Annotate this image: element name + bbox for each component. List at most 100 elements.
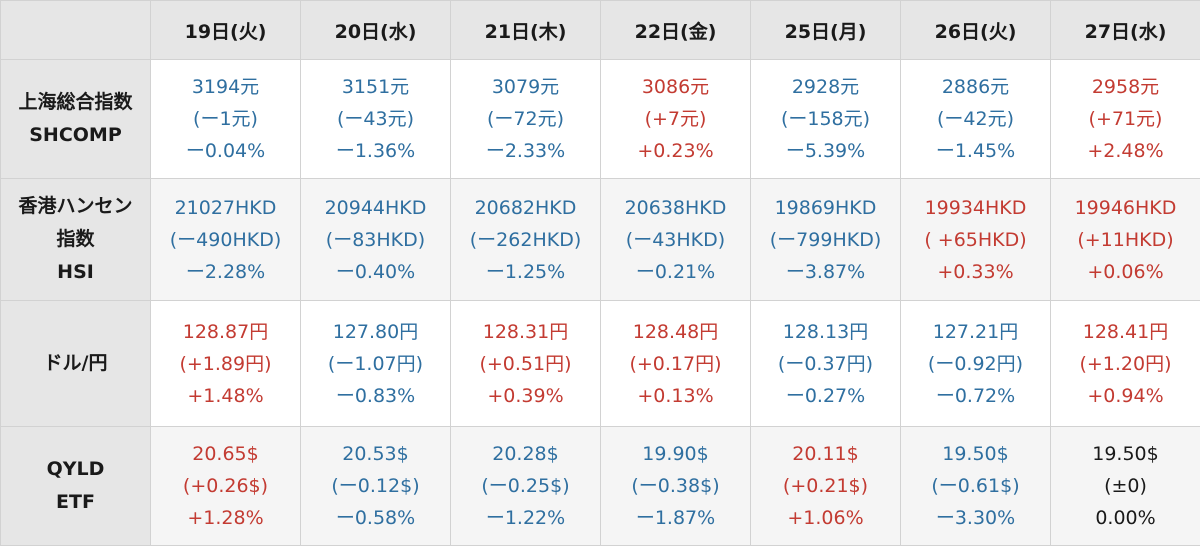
price-value: 2928元 bbox=[751, 71, 900, 103]
price-value: 19.50$ bbox=[901, 438, 1050, 470]
price-change: (ー490HKD) bbox=[151, 224, 300, 256]
price-change: (ー158元) bbox=[751, 103, 900, 135]
price-change-percent: ー2.33% bbox=[451, 135, 600, 167]
price-cell: 3079元(ー72元)ー2.33% bbox=[451, 60, 601, 179]
price-value: 20.53$ bbox=[301, 438, 450, 470]
price-cell: 127.80円(ー1.07円)ー0.83% bbox=[301, 301, 451, 427]
day-header: 22日(金) bbox=[601, 1, 751, 60]
price-change-percent: ー2.28% bbox=[151, 256, 300, 288]
price-change: (+11HKD) bbox=[1051, 224, 1200, 256]
price-cell: 19934HKD( +65HKD)+0.33% bbox=[901, 179, 1051, 301]
price-value: 2958元 bbox=[1051, 71, 1200, 103]
price-value: 21027HKD bbox=[151, 192, 300, 224]
price-change: (ー0.25$) bbox=[451, 470, 600, 502]
price-change: (ー262HKD) bbox=[451, 224, 600, 256]
price-cell: 128.13円(ー0.37円)ー0.27% bbox=[751, 301, 901, 427]
price-change: (ー0.37円) bbox=[751, 348, 900, 380]
day-header: 19日(火) bbox=[151, 1, 301, 60]
price-value: 128.48円 bbox=[601, 316, 750, 348]
corner-cell bbox=[1, 1, 151, 60]
row-label: 上海総合指数 SHCOMP bbox=[1, 60, 151, 179]
price-change: (ー83HKD) bbox=[301, 224, 450, 256]
price-value: 128.13円 bbox=[751, 316, 900, 348]
price-value: 3151元 bbox=[301, 71, 450, 103]
row-label-line: 香港ハンセン bbox=[1, 190, 150, 223]
price-cell: 20944HKD(ー83HKD)ー0.40% bbox=[301, 179, 451, 301]
row-label-line: QYLD bbox=[1, 453, 150, 486]
price-cell: 20.28$(ー0.25$)ー1.22% bbox=[451, 427, 601, 546]
row-label-line: ドル/円 bbox=[1, 347, 150, 380]
price-cell: 19946HKD(+11HKD)+0.06% bbox=[1051, 179, 1200, 301]
price-change-percent: ー0.21% bbox=[601, 256, 750, 288]
price-change-percent: ー0.40% bbox=[301, 256, 450, 288]
day-header: 21日(木) bbox=[451, 1, 601, 60]
price-change: (ー1.07円) bbox=[301, 348, 450, 380]
price-cell: 19.90$(ー0.38$)ー1.87% bbox=[601, 427, 751, 546]
price-change-percent: ー1.22% bbox=[451, 502, 600, 534]
price-change-percent: ー0.83% bbox=[301, 380, 450, 412]
row-shcomp: 上海総合指数 SHCOMP 3194元(ー1元)ー0.04% 3151元(ー43… bbox=[1, 60, 1200, 179]
price-value: 128.41円 bbox=[1051, 316, 1200, 348]
price-change-percent: ー1.36% bbox=[301, 135, 450, 167]
price-change: (+0.51円) bbox=[451, 348, 600, 380]
price-change: (ー43HKD) bbox=[601, 224, 750, 256]
price-value: 127.21円 bbox=[901, 316, 1050, 348]
price-change-percent: +1.48% bbox=[151, 380, 300, 412]
price-value: 19869HKD bbox=[751, 192, 900, 224]
price-change: (ー43元) bbox=[301, 103, 450, 135]
price-change-percent: ー1.45% bbox=[901, 135, 1050, 167]
price-cell: 20.11$(+0.21$)+1.06% bbox=[751, 427, 901, 546]
price-cell: 20.53$(ー0.12$)ー0.58% bbox=[301, 427, 451, 546]
price-change-percent: +0.23% bbox=[601, 135, 750, 167]
price-value: 2886元 bbox=[901, 71, 1050, 103]
price-cell: 2928元(ー158元)ー5.39% bbox=[751, 60, 901, 179]
price-change: (ー0.38$) bbox=[601, 470, 750, 502]
price-change-percent: ー3.87% bbox=[751, 256, 900, 288]
price-change: (ー0.92円) bbox=[901, 348, 1050, 380]
day-header: 25日(月) bbox=[751, 1, 901, 60]
row-label: 香港ハンセン 指数 HSI bbox=[1, 179, 151, 301]
price-change: (ー799HKD) bbox=[751, 224, 900, 256]
price-change-percent: ー0.58% bbox=[301, 502, 450, 534]
price-change: (ー42元) bbox=[901, 103, 1050, 135]
price-value: 19934HKD bbox=[901, 192, 1050, 224]
price-change: (+1.20円) bbox=[1051, 348, 1200, 380]
price-value: 3086元 bbox=[601, 71, 750, 103]
price-value: 3194元 bbox=[151, 71, 300, 103]
price-cell: 128.87円(+1.89円)+1.48% bbox=[151, 301, 301, 427]
price-value: 3079元 bbox=[451, 71, 600, 103]
price-change-percent: ー3.30% bbox=[901, 502, 1050, 534]
price-cell: 20638HKD(ー43HKD)ー0.21% bbox=[601, 179, 751, 301]
price-change: (±0) bbox=[1051, 470, 1200, 502]
price-cell: 19.50$(ー0.61$)ー3.30% bbox=[901, 427, 1051, 546]
price-change: (ー0.12$) bbox=[301, 470, 450, 502]
price-change-percent: ー5.39% bbox=[751, 135, 900, 167]
price-value: 20.65$ bbox=[151, 438, 300, 470]
price-cell: 20682HKD(ー262HKD)ー1.25% bbox=[451, 179, 601, 301]
price-change-percent: +1.06% bbox=[751, 502, 900, 534]
price-change-percent: +0.13% bbox=[601, 380, 750, 412]
price-value: 19946HKD bbox=[1051, 192, 1200, 224]
price-change-percent: ー1.87% bbox=[601, 502, 750, 534]
price-value: 20682HKD bbox=[451, 192, 600, 224]
price-change-percent: ー0.27% bbox=[751, 380, 900, 412]
price-cell: 127.21円(ー0.92円)ー0.72% bbox=[901, 301, 1051, 427]
row-usdjpy: ドル/円 128.87円(+1.89円)+1.48% 127.80円(ー1.07… bbox=[1, 301, 1200, 427]
price-cell: 19869HKD(ー799HKD)ー3.87% bbox=[751, 179, 901, 301]
price-change: (+0.21$) bbox=[751, 470, 900, 502]
price-change: (ー72元) bbox=[451, 103, 600, 135]
price-cell: 128.48円(+0.17円)+0.13% bbox=[601, 301, 751, 427]
price-change: (+0.26$) bbox=[151, 470, 300, 502]
row-label: QYLD ETF bbox=[1, 427, 151, 546]
price-change-percent: +0.39% bbox=[451, 380, 600, 412]
price-cell: 128.31円(+0.51円)+0.39% bbox=[451, 301, 601, 427]
price-change: ( +65HKD) bbox=[901, 224, 1050, 256]
row-label: ドル/円 bbox=[1, 301, 151, 427]
row-label-line: 指数 bbox=[1, 223, 150, 256]
price-change: (ー1元) bbox=[151, 103, 300, 135]
price-cell: 21027HKD(ー490HKD)ー2.28% bbox=[151, 179, 301, 301]
header-row: 19日(火) 20日(水) 21日(木) 22日(金) 25日(月) 26日(火… bbox=[1, 1, 1200, 60]
row-qyld: QYLD ETF 20.65$(+0.26$)+1.28% 20.53$(ー0.… bbox=[1, 427, 1200, 546]
price-change: (+1.89円) bbox=[151, 348, 300, 380]
